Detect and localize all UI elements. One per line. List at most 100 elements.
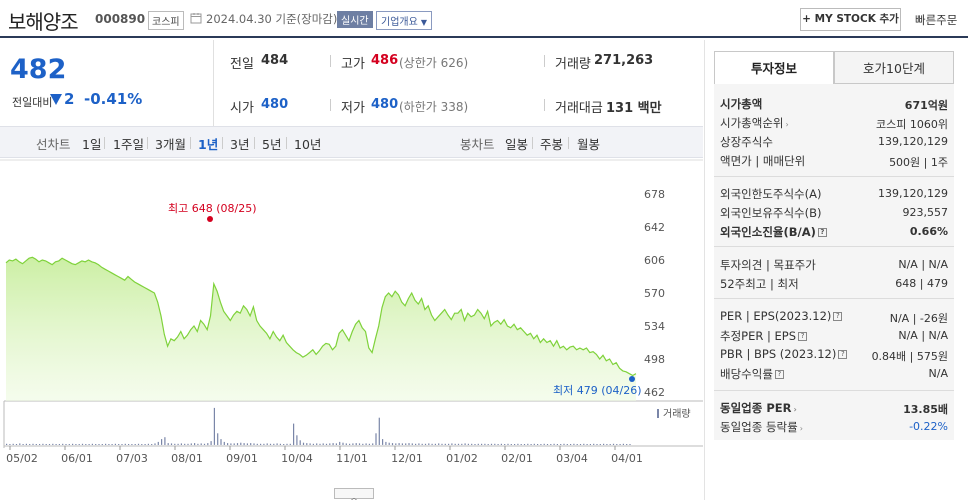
volume-bar xyxy=(151,444,153,445)
period-5y[interactable]: 5년 xyxy=(262,137,282,152)
company-overview-dropdown[interactable]: 기업개요 ▼ xyxy=(376,11,432,30)
industry-change-value: -0.22% xyxy=(909,420,948,433)
volume-bar xyxy=(454,443,456,445)
volume-value: 271,263 xyxy=(594,53,654,68)
quick-order-link[interactable]: 빠른주문 xyxy=(915,13,958,27)
volume-bar xyxy=(128,444,130,445)
volume-bar xyxy=(190,443,192,445)
industry-per-link[interactable]: 동일업종 PER › xyxy=(720,400,797,416)
lower-limit: (하한가 338) xyxy=(399,100,469,114)
volume-bar xyxy=(6,443,8,445)
volume-bar xyxy=(293,423,295,446)
volume-bar xyxy=(510,444,512,445)
help-icon[interactable]: ? xyxy=(817,228,827,237)
volume-bar xyxy=(114,443,116,445)
help-icon[interactable]: ? xyxy=(798,332,808,341)
chevron-right-icon: › xyxy=(799,424,803,433)
volume-bar xyxy=(553,443,555,445)
volume-bar xyxy=(358,443,361,445)
volume-bar xyxy=(583,443,585,445)
help-icon[interactable]: ? xyxy=(774,370,784,379)
help-icon[interactable]: ? xyxy=(838,350,848,359)
volume-bar xyxy=(184,443,186,445)
volume-bar xyxy=(213,407,215,445)
volume-bar xyxy=(527,443,529,445)
prev-close-value: 484 xyxy=(261,53,289,68)
volume-label: 거래량 xyxy=(555,57,591,72)
x-tick-label: 07/03 xyxy=(116,452,148,465)
volume-bar xyxy=(230,443,232,445)
volume-bar xyxy=(32,443,34,445)
volume-bar xyxy=(174,443,176,445)
industry-change-link[interactable]: 동일업종 등락률 › xyxy=(720,419,803,435)
open-value: 480 xyxy=(261,97,289,112)
volume-bar xyxy=(170,443,173,445)
divider xyxy=(714,298,954,299)
volume-bar xyxy=(161,439,163,445)
divider xyxy=(544,99,545,111)
volume-bar xyxy=(579,444,582,445)
period-1d[interactable]: 1일 xyxy=(82,137,102,152)
tab-investment-info[interactable]: 투자정보 xyxy=(714,51,834,84)
period-3m[interactable]: 3개월 xyxy=(155,137,186,152)
period-10y[interactable]: 10년 xyxy=(294,137,322,152)
x-tick-label: 12/01 xyxy=(391,452,423,465)
volume-bar xyxy=(9,444,11,445)
chart-expand-button[interactable]: ︿ xyxy=(334,488,374,500)
y-tick-label: 678 xyxy=(644,188,665,201)
volume-bar xyxy=(517,443,519,445)
x-tick-label: 08/01 xyxy=(171,452,203,465)
volume-bar xyxy=(570,444,572,445)
right-panel xyxy=(704,40,968,500)
high-value: 486 xyxy=(371,53,399,68)
change-value: 2 xyxy=(64,90,75,108)
divider xyxy=(254,137,255,149)
market-cap-rank-label: 시가총액순위 xyxy=(720,116,784,130)
price-line xyxy=(5,256,637,377)
candle-monthly[interactable]: 월봉 xyxy=(577,137,601,152)
volume-bar xyxy=(349,443,351,445)
realtime-button[interactable]: 실시간 xyxy=(337,11,373,28)
volume-bar xyxy=(200,443,202,445)
help-icon[interactable]: ? xyxy=(833,312,843,321)
volume-bar xyxy=(444,443,446,445)
divider xyxy=(330,99,331,111)
tab-order-book[interactable]: 호가10단계 xyxy=(834,51,954,84)
market-cap-rank-link[interactable]: 시가총액순위 › xyxy=(720,115,789,131)
volume-bar xyxy=(629,444,631,445)
volume-bar xyxy=(576,444,578,445)
per-row: PER | EPS(2023.12)? xyxy=(720,309,843,323)
candle-daily[interactable]: 일봉 xyxy=(505,137,529,152)
period-1y[interactable]: 1년 xyxy=(198,137,219,152)
volume-bar xyxy=(365,443,367,445)
add-mystock-button[interactable]: + MY STOCK 추가 xyxy=(800,8,901,31)
volume-bar xyxy=(42,443,44,445)
volume-bar xyxy=(246,443,248,445)
volume-bar xyxy=(335,443,337,445)
volume-bar xyxy=(105,443,107,445)
volume-bar xyxy=(273,443,275,445)
volume-bar xyxy=(339,441,341,445)
volume-bar xyxy=(256,443,258,445)
per-label: PER | EPS(2023.12) xyxy=(720,309,832,323)
volume-bar xyxy=(210,441,212,445)
candle-weekly[interactable]: 주봉 xyxy=(540,137,564,152)
period-3y[interactable]: 3년 xyxy=(230,137,250,152)
volume-bar xyxy=(39,444,41,445)
volume-bar xyxy=(325,443,328,445)
volume-bar xyxy=(289,443,291,445)
week52-label: 52주최고 | 최저 xyxy=(720,277,799,291)
volume-bar xyxy=(29,444,31,445)
volume-bar xyxy=(546,444,549,445)
period-1w[interactable]: 1주일 xyxy=(113,137,144,152)
volume-bar xyxy=(322,443,324,445)
volume-bar xyxy=(385,441,387,445)
chevron-right-icon: › xyxy=(793,405,797,414)
volume-bar xyxy=(302,442,305,445)
volume-bar xyxy=(85,444,87,445)
investment-info-box xyxy=(714,84,954,440)
est-per-row: 추정PER | EPS? xyxy=(720,328,808,344)
volume-bar xyxy=(481,443,483,445)
foreign-ratio-label: 외국인소진율(B/A) xyxy=(720,225,816,239)
volume-bar xyxy=(457,443,460,445)
